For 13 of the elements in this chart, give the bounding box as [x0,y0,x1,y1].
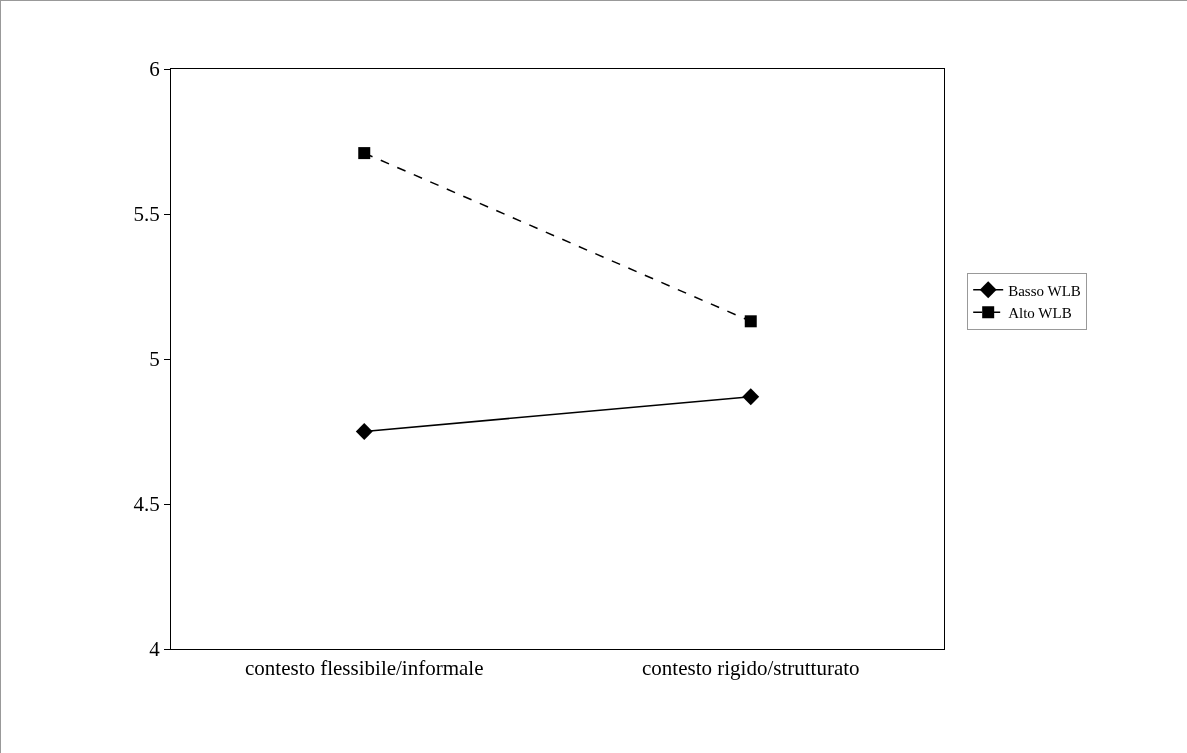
y-tick-label: 4 [149,637,161,662]
x-tick-label: contesto flessibile/informale [244,656,484,681]
x-tick-label: contesto rigido/strutturato [641,656,860,681]
point [744,315,757,328]
legend-label: Basso WLB [1008,282,1081,299]
point [355,423,373,440]
y-tick-label: 6 [149,57,160,82]
y-tick-label: 5.5 [133,202,160,227]
y-tick-label: 5 [149,347,160,372]
y-tick-label: 4.5 [133,492,160,517]
point [358,147,371,160]
legend-label: Alto WLB [1008,305,1072,322]
point [742,388,760,406]
